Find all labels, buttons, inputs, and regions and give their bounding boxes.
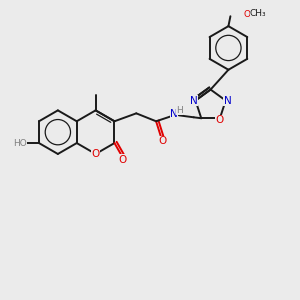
Text: N: N — [170, 109, 178, 119]
Text: O: O — [244, 10, 251, 19]
Text: N: N — [190, 95, 197, 106]
Text: O: O — [92, 149, 100, 159]
Text: HO: HO — [13, 139, 27, 148]
Text: O: O — [158, 136, 166, 146]
Text: O: O — [118, 155, 127, 165]
Text: CH₃: CH₃ — [250, 9, 266, 18]
Text: N: N — [224, 95, 232, 106]
Text: H: H — [176, 106, 183, 115]
Text: O: O — [216, 115, 224, 125]
